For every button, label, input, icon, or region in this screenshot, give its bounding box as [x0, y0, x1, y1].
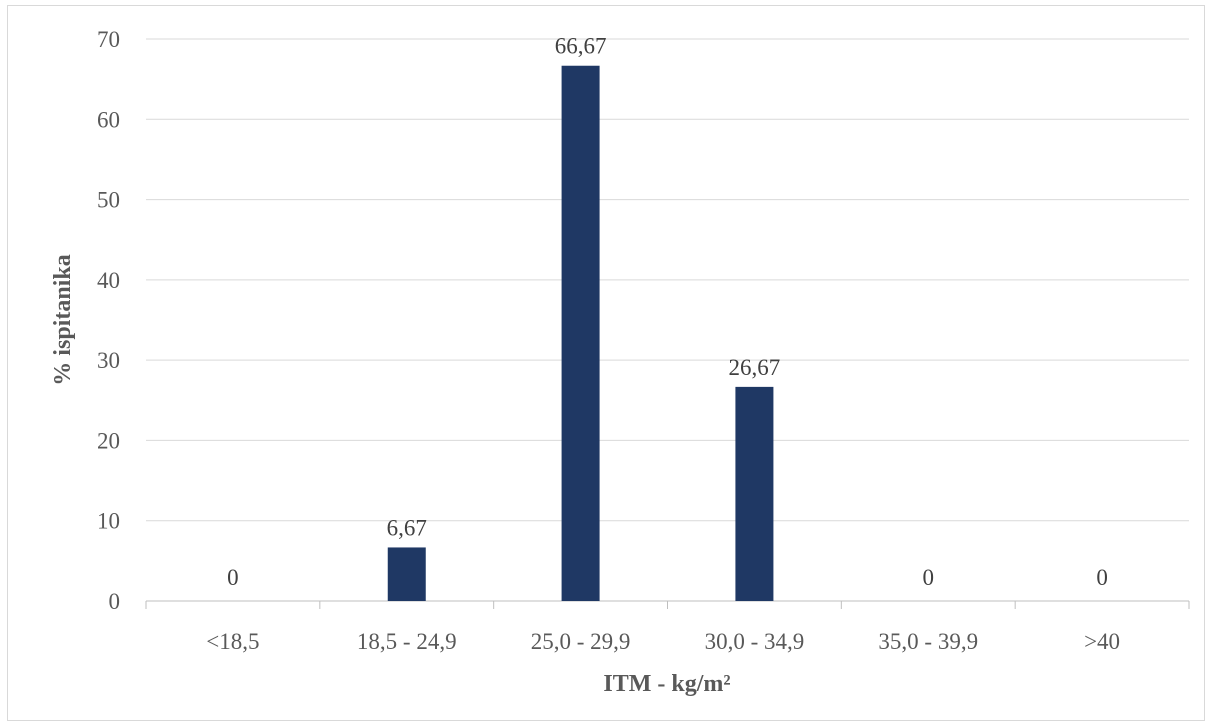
data-label: 0: [1096, 565, 1108, 590]
chart-frame: [7, 5, 1205, 721]
gridlines: [145, 38, 1190, 609]
bar: [387, 547, 426, 601]
y-tick-label: 20: [97, 428, 120, 453]
x-tick-label: 25,0 - 29,9: [531, 629, 631, 654]
y-tick-label: 40: [97, 268, 120, 293]
data-label: 0: [227, 565, 239, 590]
x-tick-labels: <18,5 18,5 - 24,9 25,0 - 29,9 30,0 - 34,9 35…: [206, 629, 1120, 654]
x-tick-label: 35,0 - 39,9: [878, 629, 978, 654]
data-label: 6,67: [387, 515, 427, 540]
data-labels: 0 6,67 66,67 26,67 0 0: [227, 34, 1108, 590]
data-label: 26,67: [729, 355, 781, 380]
bar: [561, 65, 600, 601]
y-axis-title: % ispitanika: [50, 254, 76, 385]
bar: [735, 386, 774, 601]
y-tick-labels: 0 10 20 30 40 50 60 70: [97, 27, 120, 614]
y-tick-label: 10: [97, 509, 120, 534]
x-tick-label: <18,5: [206, 629, 259, 654]
y-tick-label: 60: [97, 107, 120, 132]
x-tick-label: 18,5 - 24,9: [357, 629, 457, 654]
x-tick-label: >40: [1084, 629, 1120, 654]
data-label: 0: [923, 565, 935, 590]
data-label: 66,67: [555, 34, 607, 59]
bars: [387, 65, 774, 601]
x-axis-title: ITM - kg/m²: [603, 671, 730, 697]
y-tick-label: 70: [97, 27, 120, 52]
x-tick-label: 30,0 - 34,9: [705, 629, 805, 654]
y-tick-label: 50: [97, 188, 120, 213]
y-tick-label: 30: [97, 348, 120, 373]
y-tick-label: 0: [109, 589, 121, 614]
